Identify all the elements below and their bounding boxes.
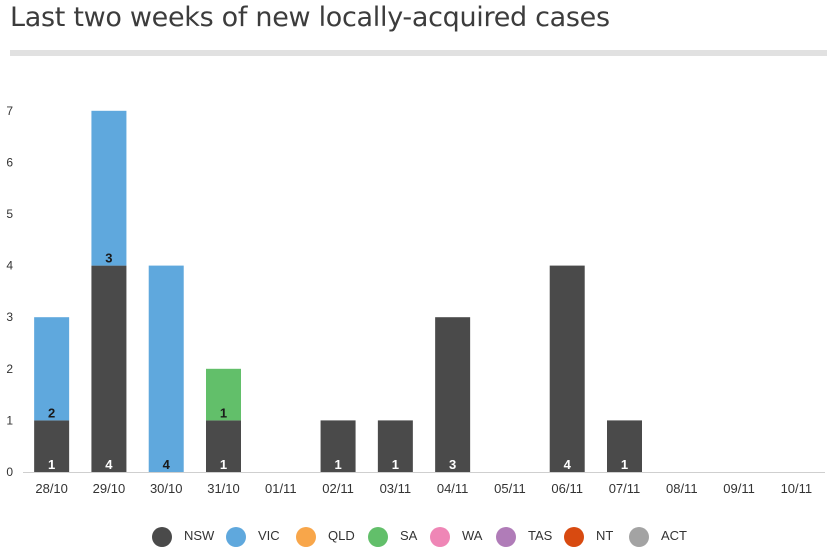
data-label-vic: 2 (48, 405, 55, 420)
legend-label: VIC (258, 528, 280, 543)
data-label-nsw: 1 (334, 457, 341, 472)
data-label-vic: 3 (105, 251, 112, 266)
x-tick-label: 29/10 (93, 481, 126, 496)
x-tick-label: 07/11 (609, 481, 641, 496)
legend-label: TAS (528, 528, 553, 543)
y-tick-label: 0 (6, 465, 13, 479)
legend-label: NT (596, 528, 614, 543)
legend-label: ACT (661, 528, 687, 543)
x-tick-label: 08/11 (666, 481, 698, 496)
legend-swatch-icon (564, 527, 584, 547)
bar-nsw (377, 420, 413, 472)
bar-nsw (320, 420, 356, 472)
y-tick-label: 5 (6, 207, 13, 221)
page-title: Last two weeks of new locally-acquired c… (10, 2, 610, 33)
x-tick-label: 04/11 (437, 481, 469, 496)
bar-nsw (549, 265, 585, 472)
bar-nsw (91, 265, 127, 472)
bar-vic (148, 265, 184, 472)
x-tick-label: 31/10 (207, 481, 240, 496)
bar-nsw (34, 420, 70, 472)
y-tick-label: 1 (6, 413, 13, 427)
legend-swatch-icon (226, 527, 246, 547)
x-tick-label: 09/11 (723, 481, 755, 496)
bar-vic (91, 110, 127, 266)
legend-swatch-icon (368, 527, 388, 547)
chart-legend: NSW VIC QLD SA WA TAS NT ACT (0, 524, 827, 550)
y-tick-label: 2 (6, 362, 13, 376)
x-tick-label: 30/10 (150, 481, 183, 496)
data-label-nsw: 1 (621, 457, 628, 472)
legend-label: WA (462, 528, 483, 543)
bar-nsw (607, 420, 642, 472)
data-label-sa: 1 (220, 405, 227, 420)
data-label-nsw: 4 (105, 457, 113, 472)
data-label-nsw: 1 (220, 457, 227, 472)
legend-swatch-icon (152, 527, 172, 547)
title-divider (10, 50, 827, 56)
bar-nsw (206, 420, 241, 472)
legend-swatch-icon (296, 527, 316, 547)
x-tick-label: 03/11 (380, 481, 412, 496)
legend-swatch-icon (430, 527, 450, 547)
y-tick-label: 4 (6, 259, 13, 273)
x-tick-label: 01/11 (265, 481, 297, 496)
legend-label: SA (400, 528, 418, 543)
stacked-bar-chart: 0 1 2 3 4 5 6 7 1 2 28/10 4 3 29/10 4 30/10 1 1 31/10 01/11… (6, 104, 825, 496)
y-tick-label: 3 (6, 310, 13, 324)
bar-sa (206, 368, 241, 421)
data-label-nsw: 1 (48, 457, 55, 472)
y-tick-label: 6 (6, 155, 13, 169)
x-tick-label: 02/11 (322, 481, 354, 496)
x-tick-label: 28/10 (35, 481, 68, 496)
data-label-nsw: 1 (392, 457, 399, 472)
x-tick-label: 06/11 (551, 481, 583, 496)
x-tick-label: 10/11 (781, 481, 813, 496)
legend-swatch-icon (629, 527, 649, 547)
legend-swatch-icon (496, 527, 516, 547)
x-tick-label: 05/11 (494, 481, 526, 496)
bar-vic (34, 317, 70, 421)
y-tick-label: 7 (6, 104, 13, 118)
data-label-nsw: 4 (564, 457, 572, 472)
data-label-nsw: 3 (449, 457, 456, 472)
bar-nsw (435, 317, 471, 472)
legend-label: QLD (328, 528, 355, 543)
data-label-vic: 4 (163, 457, 171, 472)
legend-label: NSW (184, 528, 215, 543)
